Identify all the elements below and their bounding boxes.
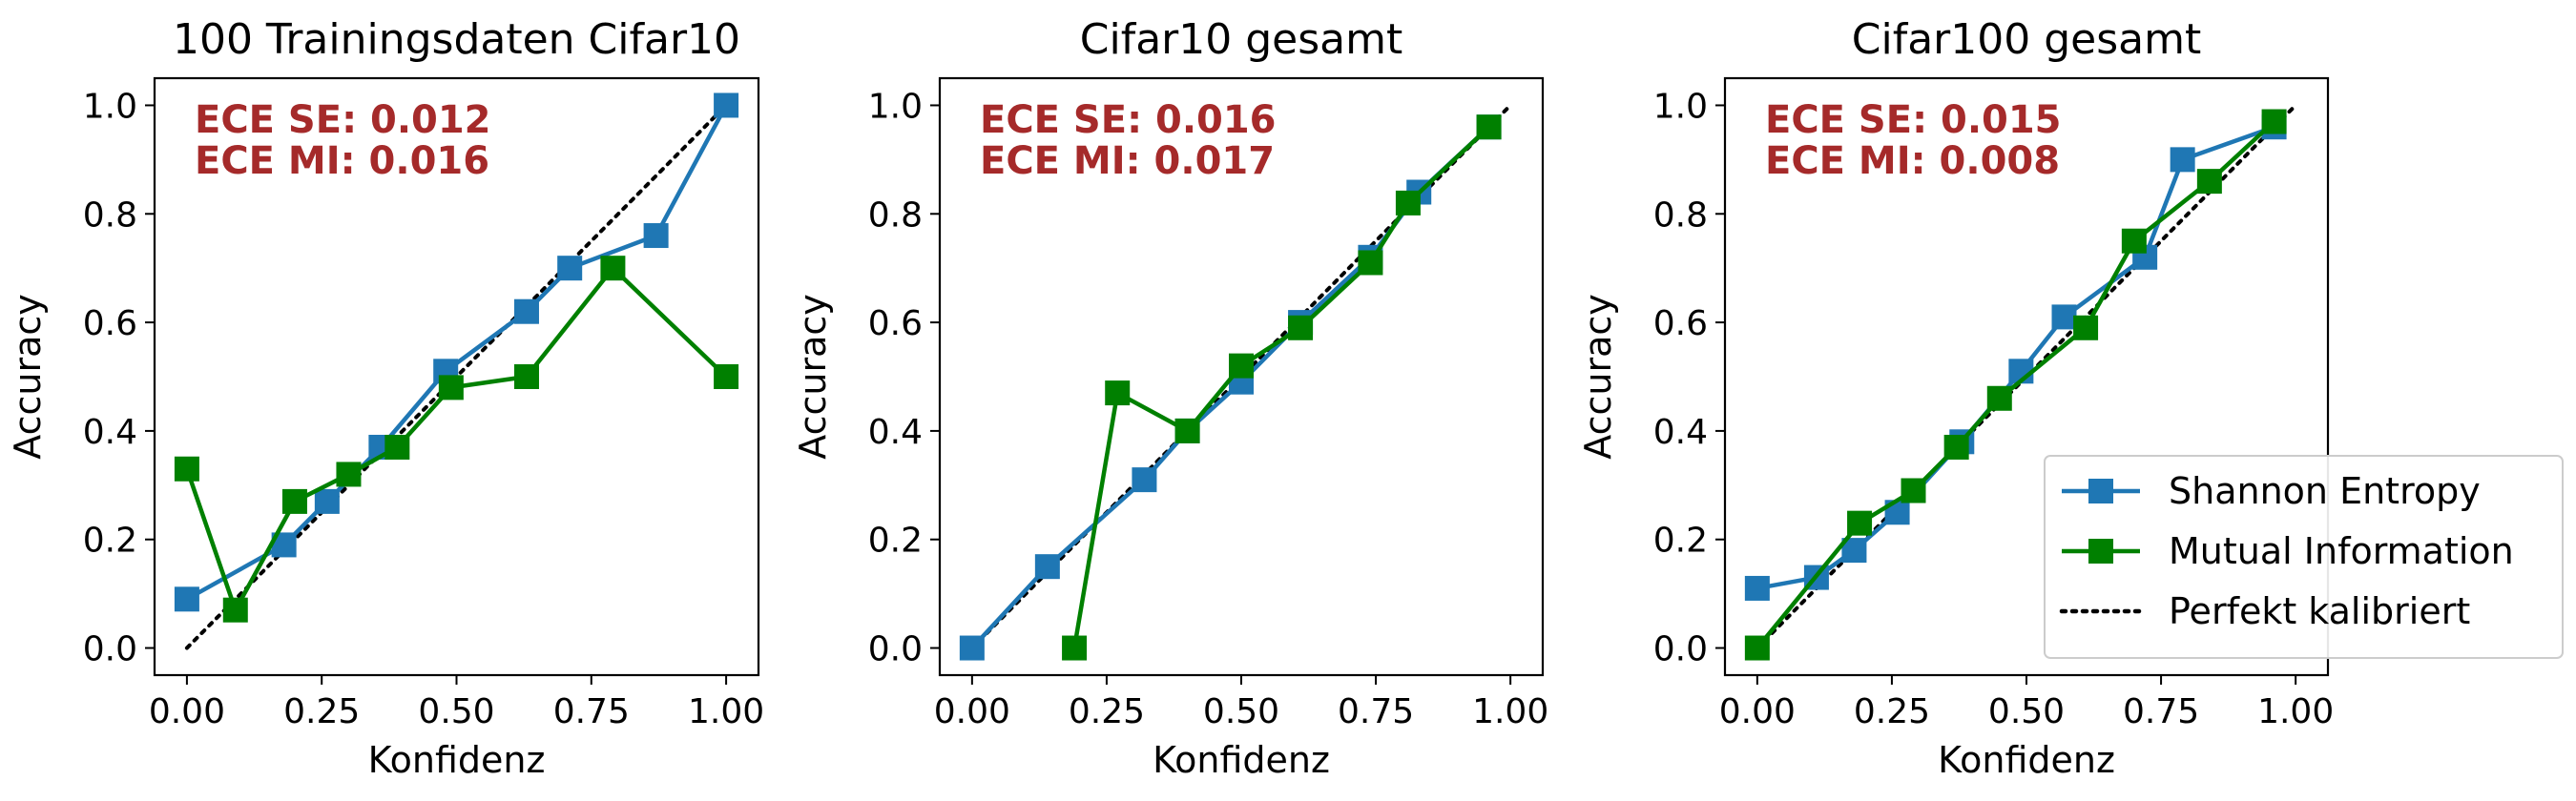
y-tick-label: 0.8 <box>83 195 137 235</box>
x-tick-label: 0.25 <box>1854 692 1930 731</box>
x-tick-label: 0.75 <box>1338 692 1414 731</box>
x-tick-label: 0.50 <box>1203 692 1279 731</box>
ece-mi-label: ECE MI: 0.016 <box>195 139 489 183</box>
y-tick-label: 0.6 <box>83 304 137 343</box>
x-tick-label: 0.75 <box>553 692 630 731</box>
shannon-marker <box>714 92 739 118</box>
mutual-marker <box>2121 228 2147 254</box>
legend-mutual-marker <box>2088 539 2113 564</box>
mutual-marker <box>2196 169 2222 195</box>
mutual-marker <box>2261 109 2287 134</box>
y-tick-label: 1.0 <box>1653 87 1708 126</box>
x-tick-label: 1.00 <box>688 692 764 731</box>
chart-title: 100 Trainingsdaten Cifar10 <box>173 15 740 64</box>
mutual-marker <box>1062 635 1088 661</box>
mutual-marker <box>1358 250 1383 276</box>
shannon-marker <box>174 586 199 612</box>
legend-mutual-label: Mutual Information <box>2169 530 2514 572</box>
y-tick-label: 0.4 <box>83 413 137 452</box>
mutual-marker <box>1986 385 2012 411</box>
panel-2: Cifar10 gesamt 0.00 0.25 0.50 0.75 1.00 0.0 0.2… <box>792 15 1548 781</box>
y-tick-label: 0.4 <box>1653 413 1708 452</box>
y-tick-label: 0.2 <box>868 522 923 561</box>
mutual-marker <box>438 375 464 400</box>
mutual-marker <box>384 434 410 460</box>
ece-se-label: ECE SE: 0.016 <box>980 98 1277 142</box>
chart-title: Cifar10 gesamt <box>1080 15 1402 64</box>
mutual-marker <box>174 456 199 482</box>
mutual-marker <box>714 364 739 389</box>
shannon-marker <box>557 256 583 281</box>
mutual-marker <box>1229 353 1254 379</box>
shannon-marker <box>513 298 539 324</box>
x-axis-label: Konfidenz <box>368 739 546 781</box>
y-tick-label: 0.8 <box>868 195 923 235</box>
mutual-marker <box>1847 510 1873 536</box>
y-tick-label: 0.8 <box>1653 195 1708 235</box>
legend-shannon-label: Shannon Entropy <box>2169 470 2481 512</box>
ece-mi-label: ECE MI: 0.017 <box>980 139 1275 183</box>
panel-3: Cifar100 gesamt 0.00 0.25 0.50 0.75 1.00 0.0 0.… <box>1577 15 2334 781</box>
x-tick-label: 1.00 <box>1472 692 1548 731</box>
mutual-marker <box>1105 380 1131 406</box>
y-axis-label: Accuracy <box>792 294 834 460</box>
y-tick-label: 0.4 <box>868 413 923 452</box>
mutual-marker <box>1744 635 1770 661</box>
y-tick-label: 0.2 <box>83 522 137 561</box>
y-tick-label: 0.0 <box>868 630 923 669</box>
ece-se-label: ECE SE: 0.015 <box>1765 98 2062 142</box>
shannon-marker <box>959 635 985 661</box>
x-tick-label: 0.00 <box>1719 692 1796 731</box>
y-tick-label: 0.2 <box>1653 522 1708 561</box>
shannon-marker <box>1744 575 1770 601</box>
mutual-marker <box>336 462 362 487</box>
y-tick-label: 1.0 <box>83 87 137 126</box>
ece-mi-label: ECE MI: 0.008 <box>1765 139 2060 183</box>
chart-title: Cifar100 gesamt <box>1852 15 2201 64</box>
x-tick-label: 0.25 <box>1069 692 1145 731</box>
mutual-marker <box>281 488 307 514</box>
shannon-marker <box>2051 304 2077 330</box>
x-tick-label: 0.00 <box>149 692 225 731</box>
x-tick-label: 1.00 <box>2257 692 2334 731</box>
legend: Shannon Entropy Mutual Information Perfekt… <box>2044 455 2564 659</box>
x-tick-label: 0.25 <box>283 692 360 731</box>
mutual-marker <box>1476 114 1502 140</box>
mutual-marker <box>600 256 626 281</box>
y-tick-label: 0.6 <box>868 304 923 343</box>
x-tick-label: 0.50 <box>1988 692 2065 731</box>
y-tick-label: 0.6 <box>1653 304 1708 343</box>
x-tick-label: 0.00 <box>934 692 1010 731</box>
mutual-marker <box>222 597 248 623</box>
shannon-marker <box>1132 467 1157 493</box>
mutual-marker <box>2073 315 2099 340</box>
mutual-marker <box>513 364 539 389</box>
y-tick-label: 1.0 <box>868 87 923 126</box>
shannon-marker <box>314 488 340 514</box>
shannon-marker <box>643 223 669 249</box>
ece-se-label: ECE SE: 0.012 <box>195 98 491 142</box>
mutual-series-line <box>1071 125 1491 648</box>
legend-perfect-label: Perfekt kalibriert <box>2169 590 2470 632</box>
mutual-marker <box>1943 434 1969 460</box>
shannon-marker <box>2170 147 2195 173</box>
y-axis-label: Accuracy <box>1577 294 1619 460</box>
mutual-series-line <box>184 265 728 612</box>
legend-shannon-marker <box>2088 479 2113 503</box>
mutual-marker <box>1395 190 1421 216</box>
mutual-marker <box>1174 418 1200 443</box>
mutual-marker <box>1288 315 1314 340</box>
panel-1: 100 Trainingsdaten Cifar10 0.00 0.25 0.50 0.… <box>7 15 764 781</box>
x-axis-label: Konfidenz <box>1153 739 1330 781</box>
mutual-marker <box>1901 478 1926 503</box>
y-tick-label: 0.0 <box>1653 630 1708 669</box>
y-tick-label: 0.0 <box>83 630 137 669</box>
x-tick-label: 0.75 <box>2123 692 2199 731</box>
x-tick-label: 0.50 <box>418 692 494 731</box>
y-axis-label: Accuracy <box>7 294 49 460</box>
x-axis-label: Konfidenz <box>1938 739 2115 781</box>
shannon-marker <box>1034 554 1060 580</box>
legend-box <box>2044 455 2564 659</box>
